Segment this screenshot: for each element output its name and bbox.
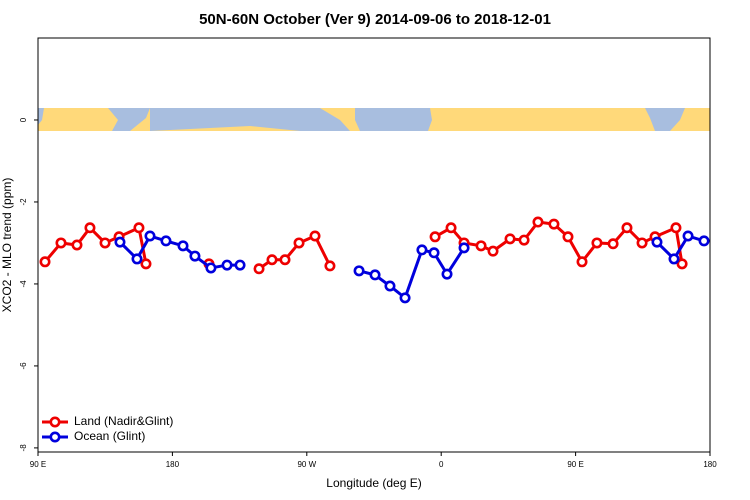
ocean-patch <box>355 108 432 131</box>
legend-label: Land (Nadir&Glint) <box>74 414 173 428</box>
y-tick-label: -2 <box>19 198 28 206</box>
data-point <box>369 269 381 281</box>
data-point <box>177 240 189 252</box>
x-tick-label: 180 <box>166 460 180 469</box>
y-tick-label: -6 <box>19 362 28 370</box>
data-point <box>353 265 365 277</box>
data-point <box>234 259 246 271</box>
legend-label: Ocean (Glint) <box>74 429 145 443</box>
data-point <box>399 292 411 304</box>
data-point <box>309 230 321 242</box>
data-point <box>445 222 457 234</box>
data-point <box>548 218 560 230</box>
ocean-patch <box>645 108 685 131</box>
ocean-patch <box>150 108 350 131</box>
ocean-patch <box>108 108 150 131</box>
data-point <box>253 263 265 275</box>
legend-marker <box>49 416 61 428</box>
y-axis-label: XCO2 - MLO trend (ppm) <box>0 178 14 313</box>
data-point <box>279 254 291 266</box>
data-point <box>591 237 603 249</box>
data-point <box>114 236 126 248</box>
data-point <box>293 237 305 249</box>
data-point <box>670 222 682 234</box>
x-tick-label: 90 W <box>297 460 316 469</box>
data-point <box>441 268 453 280</box>
data-point <box>576 256 588 268</box>
chart-title: 50N-60N October (Ver 9) 2014-09-06 to 20… <box>199 11 551 28</box>
data-point <box>428 247 440 259</box>
data-point <box>416 244 428 256</box>
data-point <box>487 245 499 257</box>
data-point <box>458 242 470 254</box>
data-point <box>698 235 710 247</box>
y-tick-label: -4 <box>19 280 28 288</box>
data-point <box>562 231 574 243</box>
data-point <box>384 280 396 292</box>
data-point <box>429 231 441 243</box>
data-point <box>676 258 688 270</box>
data-point <box>221 259 233 271</box>
data-point <box>84 222 96 234</box>
data-point <box>518 234 530 246</box>
data-point <box>621 222 633 234</box>
data-point <box>475 240 487 252</box>
data-point <box>266 254 278 266</box>
data-point <box>55 237 67 249</box>
data-point <box>99 237 111 249</box>
ocean-patch <box>38 108 44 125</box>
data-point <box>131 253 143 265</box>
data-point <box>532 216 544 228</box>
x-tick-label: 90 E <box>567 460 583 469</box>
map-band <box>38 108 710 131</box>
data-point <box>71 239 83 251</box>
data-point <box>651 236 663 248</box>
data-point <box>504 233 516 245</box>
x-tick-label: 90 E <box>30 460 46 469</box>
data-point <box>205 262 217 274</box>
x-axis-label: Longitude (deg E) <box>326 476 421 490</box>
data-point <box>39 256 51 268</box>
data-point <box>133 222 145 234</box>
x-tick-label: 0 <box>439 460 444 469</box>
data-point <box>607 238 619 250</box>
x-tick-label: 180 <box>703 460 717 469</box>
y-tick-label: -8 <box>19 444 28 452</box>
data-point <box>324 260 336 272</box>
data-point <box>144 230 156 242</box>
data-point <box>160 235 172 247</box>
legend-marker <box>49 431 61 443</box>
data-point <box>682 230 694 242</box>
data-point <box>636 237 648 249</box>
plot-frame <box>37 37 711 453</box>
data-point <box>189 250 201 262</box>
data-point <box>668 253 680 265</box>
y-tick-label: 0 <box>19 117 28 122</box>
data-point <box>140 258 152 270</box>
